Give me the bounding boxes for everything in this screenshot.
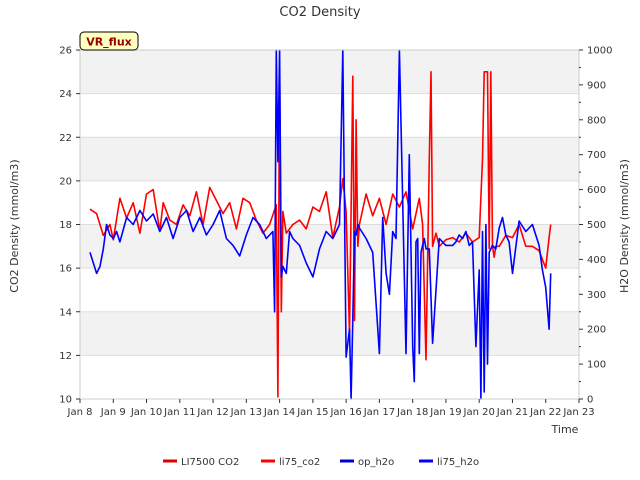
background-band — [80, 137, 579, 181]
x-tick-label: Jan 16 — [329, 407, 361, 418]
y2-tick-label: 400 — [587, 255, 606, 266]
y2-tick-label: 600 — [587, 185, 606, 196]
y-tick-label: 10 — [59, 395, 72, 406]
y2-tick-label: 700 — [587, 150, 606, 161]
chart-title: CO2 Density — [279, 5, 360, 20]
y-tick-label: 14 — [59, 307, 72, 318]
x-tick-label: Jan 17 — [363, 407, 395, 418]
y-axis-right: 0 100 200 300 400 500 600 700 800 900 1000 — [579, 46, 612, 406]
legend-label: li75_co2 — [279, 457, 320, 468]
y2-tick-label: 200 — [587, 325, 606, 336]
x-tick-label: Jan 13 — [230, 407, 262, 418]
legend-label: li75_h2o — [437, 457, 479, 468]
background-band — [80, 268, 579, 312]
y2-tick-label: 1000 — [587, 46, 612, 57]
y-tick-label: 24 — [59, 89, 72, 100]
y-tick-label: 12 — [59, 351, 72, 362]
x-tick-label: Jan 14 — [263, 407, 295, 418]
x-tick-label: Jan 20 — [463, 407, 495, 418]
y-tick-label: 22 — [59, 133, 72, 144]
background-band — [80, 224, 579, 269]
y-axis-label: CO2 Density (mmol/m3) — [8, 159, 21, 292]
y-tick-label: 20 — [59, 176, 72, 187]
y2-tick-label: 900 — [587, 80, 606, 91]
badge-box — [79, 31, 139, 51]
legend-label: op_h2o — [358, 457, 394, 468]
x-tick-label: Jan 22 — [529, 407, 561, 418]
x-axis: Jan 8 Jan 9 Jan 10 Jan 11 Jan 12 Jan 13 Jan 14… — [67, 399, 595, 418]
legend-label: LI7500 CO2 — [181, 457, 239, 468]
x-tick-label: Jan 23 — [562, 407, 594, 418]
background-band — [80, 93, 579, 138]
x-tick-label: Jan 12 — [196, 407, 228, 418]
legend: LI7500 CO2 li75_co2 op_h2o li75_h2o — [163, 457, 479, 468]
x-tick-label: Jan 11 — [163, 407, 195, 418]
x-tick-label: Jan 10 — [130, 407, 162, 418]
y2-tick-label: 100 — [587, 360, 606, 371]
x-tick-label: Jan 15 — [296, 407, 328, 418]
background-band — [80, 355, 579, 399]
y2-tick-label: 500 — [587, 220, 606, 231]
y-tick-label: 16 — [59, 264, 72, 275]
x-tick-label: Jan 21 — [496, 407, 528, 418]
badge-label: VR_flux — [86, 36, 132, 49]
y-tick-label: 18 — [59, 220, 72, 231]
x-axis-label: Time — [551, 423, 579, 436]
y-axis-left: 10 12 14 16 18 20 22 24 26 — [59, 46, 80, 406]
background-band — [80, 50, 579, 94]
vr-flux-badge: VR_flux — [79, 31, 139, 51]
series-layer — [89, 49, 552, 400]
series-line-li75-h2o — [89, 49, 552, 400]
y2-axis-label: H2O Density (mmol/m3) — [618, 159, 631, 293]
y2-tick-label: 800 — [587, 115, 606, 126]
y2-tick-label: 0 — [587, 395, 593, 406]
y-tick-label: 26 — [59, 46, 72, 57]
x-tick-label: Jan 8 — [67, 407, 93, 418]
x-tick-label: Jan 19 — [429, 407, 461, 418]
y2-tick-label: 300 — [587, 290, 606, 301]
x-tick-label: Jan 9 — [100, 407, 126, 418]
background-band — [80, 311, 579, 356]
x-tick-label: Jan 18 — [396, 407, 428, 418]
